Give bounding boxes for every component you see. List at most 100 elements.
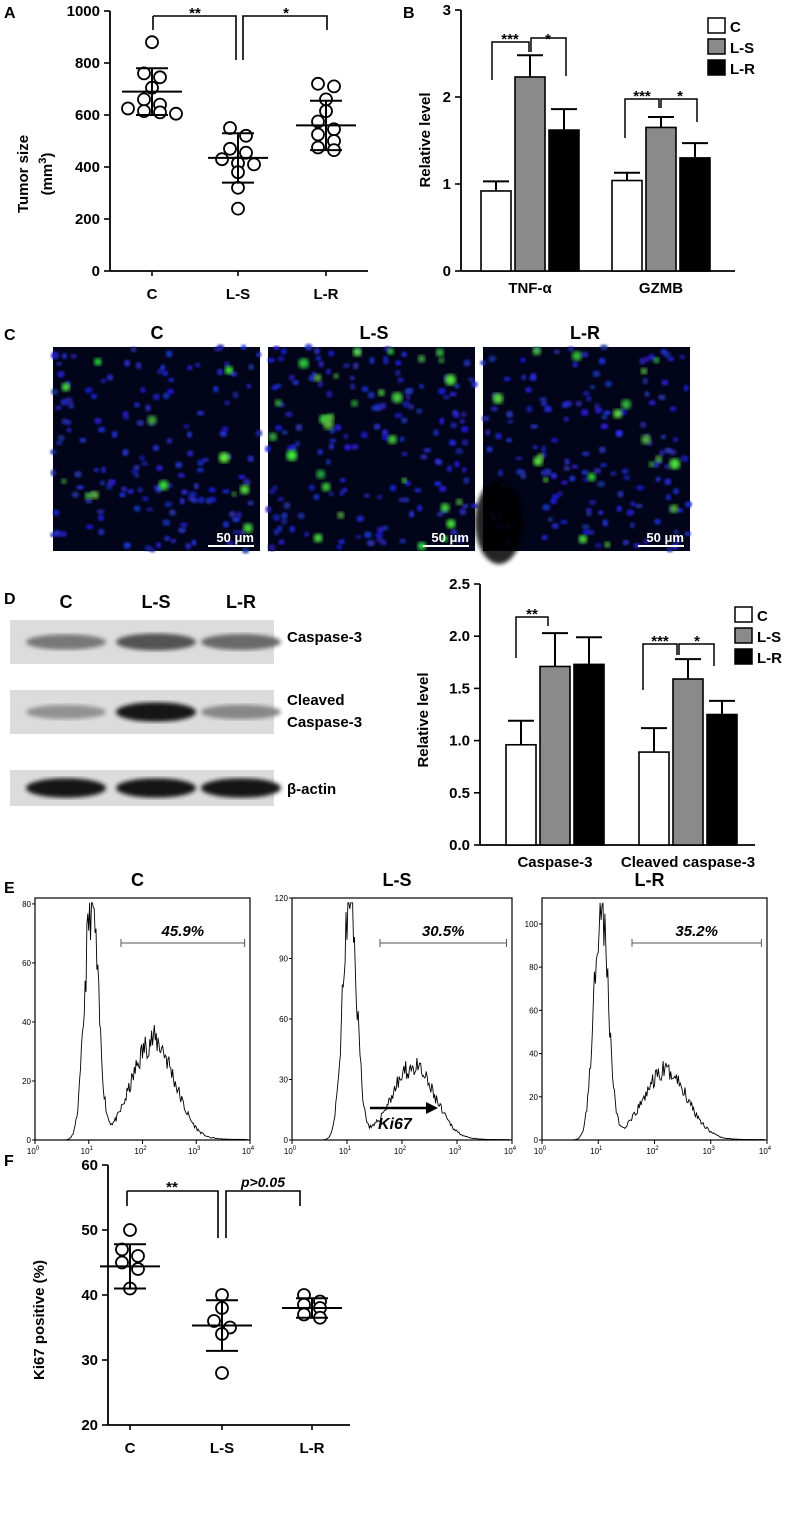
nucleus [328, 350, 335, 357]
positive-cell [401, 477, 407, 484]
nucleus [667, 356, 675, 362]
positive-cell [417, 541, 426, 551]
nucleus [315, 355, 322, 361]
nucleus [267, 544, 276, 552]
nucleus [317, 448, 323, 455]
nucleus [684, 531, 691, 537]
nucleus [144, 544, 152, 552]
nucleus [575, 400, 583, 407]
histogram-ytick-label: 60 [529, 1006, 538, 1015]
nucleus [679, 354, 686, 360]
panel-f-point [207, 1314, 221, 1328]
nucleus [281, 429, 289, 435]
nucleus [666, 546, 674, 553]
panel-b-ylabel: Relative level [417, 92, 434, 187]
panel-f-label: F [4, 1153, 14, 1170]
nucleus [669, 406, 677, 412]
histogram-ytick-label: 30 [279, 1076, 288, 1085]
nucleus [460, 425, 469, 433]
nucleus [629, 522, 635, 529]
nucleus [187, 365, 193, 371]
panel-d-ytick-label: 2.0 [449, 628, 470, 645]
histogram-xtick-label: 100 [534, 1146, 547, 1156]
nucleus [541, 534, 548, 541]
panel-a-point [239, 128, 253, 143]
nucleus [352, 362, 359, 370]
panel-e-label: E [4, 880, 15, 897]
nucleus [360, 431, 369, 439]
nucleus [281, 517, 288, 525]
nucleus [56, 361, 62, 366]
dark-region [475, 480, 523, 564]
nucleus [221, 426, 229, 432]
nucleus [442, 394, 450, 400]
ki67-label: Ki67 [378, 1116, 413, 1133]
nucleus [550, 472, 558, 479]
histogram-title: C [131, 870, 144, 890]
nucleus [126, 489, 135, 494]
nucleus [449, 391, 457, 397]
panel-b-legend-swatch [707, 38, 726, 55]
panel-d-legend-label: L-R [757, 650, 782, 667]
nucleus [313, 493, 320, 500]
panel-a-point [311, 140, 325, 155]
nucleus [160, 364, 166, 371]
nucleus [450, 422, 458, 429]
nucleus [145, 507, 154, 512]
micrograph-ls: 50 μm [264, 343, 479, 552]
nucleus [389, 484, 397, 492]
panel-d-bar [672, 678, 704, 846]
nucleus [90, 393, 98, 400]
panel-b-label: B [403, 5, 415, 22]
blot-caspase3 [10, 620, 281, 664]
nucleus [155, 465, 163, 471]
nucleus [571, 464, 579, 469]
nucleus [373, 423, 381, 430]
histogram-curve [37, 902, 248, 1141]
nucleus [604, 380, 613, 388]
nucleus [563, 465, 571, 471]
nucleus [57, 434, 65, 442]
nucleus [271, 384, 279, 391]
nucleus [495, 432, 502, 440]
histogram-title: L-R [635, 870, 665, 890]
panel-d-ytick-label: 2.5 [449, 576, 470, 593]
nucleus [98, 528, 105, 536]
nucleus [326, 390, 333, 398]
nucleus [273, 345, 280, 351]
nucleus [208, 496, 217, 503]
nucleus [643, 356, 650, 363]
nucleus [572, 361, 579, 368]
nucleus [350, 443, 359, 450]
histogram-curve [294, 902, 510, 1141]
nucleus [223, 400, 230, 406]
nucleus [55, 440, 63, 446]
positive-cell [231, 491, 237, 497]
positive-cell [571, 351, 582, 361]
nucleus [399, 538, 407, 544]
nucleus [50, 449, 57, 455]
nucleus [336, 544, 343, 550]
scalebar-label: 50 μm [216, 530, 254, 545]
nucleus [303, 531, 310, 538]
panel-a-point [311, 127, 325, 142]
nucleus [525, 387, 532, 393]
nucleus [594, 403, 601, 410]
positive-cell [387, 435, 397, 445]
nucleus [369, 357, 375, 364]
nucleus [85, 524, 94, 530]
scalebar-label: 50 μm [431, 530, 469, 545]
nucleus [375, 531, 384, 540]
nucleus [598, 357, 606, 365]
nucleus [246, 383, 252, 389]
panel-f-significance: ** p>0.05 [126, 1174, 301, 1238]
nucleus [497, 469, 504, 477]
lane-ls: L-S [142, 592, 171, 612]
nucleus [232, 391, 239, 399]
nucleus [162, 519, 171, 527]
nucleus [53, 529, 61, 537]
nucleus [288, 374, 295, 382]
nucleus [664, 463, 671, 470]
positive-cell [268, 432, 278, 442]
panel-a-xtick-label: L-R [314, 286, 339, 303]
